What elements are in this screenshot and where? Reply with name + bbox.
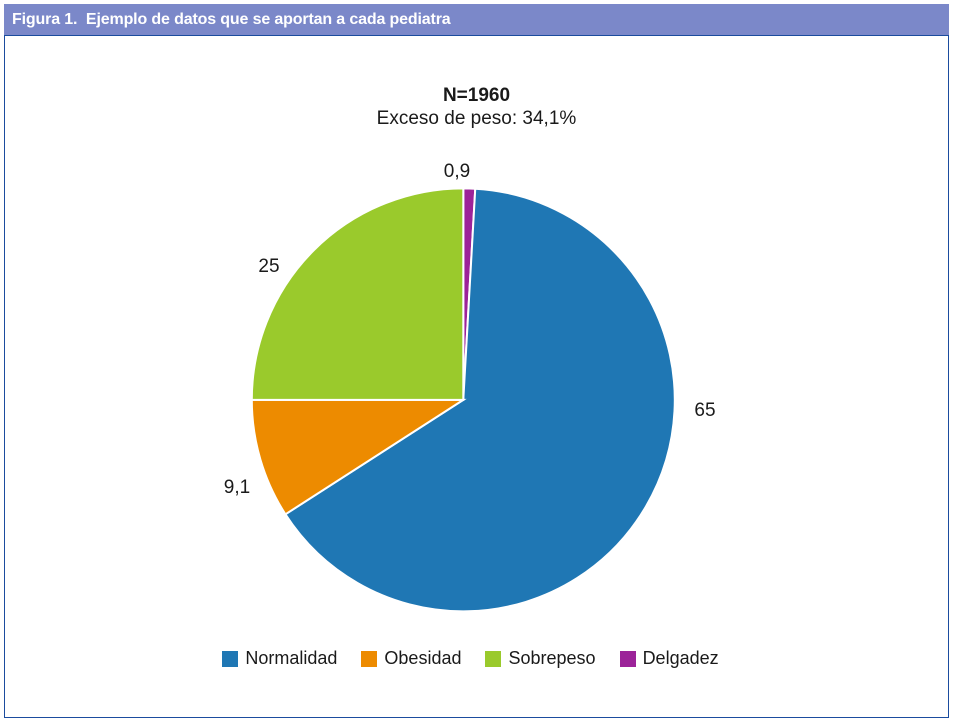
svg-text:65: 65: [694, 400, 715, 421]
svg-text:0,9: 0,9: [444, 161, 470, 182]
svg-text:25: 25: [258, 256, 279, 277]
svg-text:9,1: 9,1: [224, 477, 250, 498]
